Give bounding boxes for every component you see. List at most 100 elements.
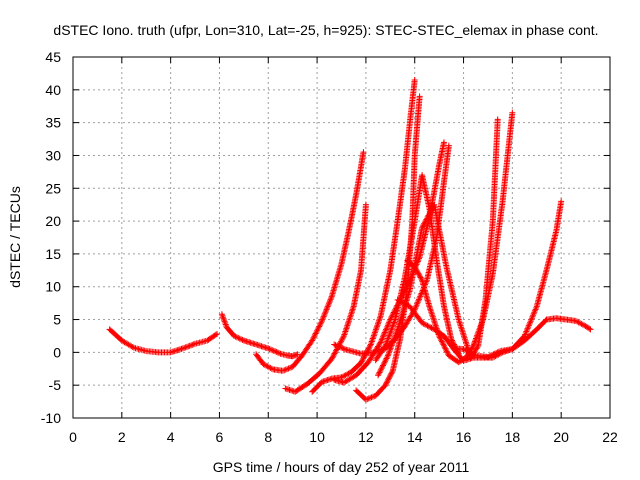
data-point-run [240,337,258,347]
data-point-run [563,316,578,324]
data-point [558,198,565,205]
y-tick-label: 15 [45,246,61,262]
data-point-run [384,327,401,359]
data-point-run [343,346,363,357]
data-point [509,109,516,116]
series-13 [450,315,594,360]
data-point-run [282,385,297,395]
data-point-run [179,341,197,352]
y-tick-label: 0 [53,344,61,360]
data-point-run [338,369,353,381]
y-tick-label: 10 [45,279,61,295]
grid-lines [73,57,610,418]
data-point-run [345,193,359,234]
x-tick-label: 12 [358,429,374,445]
data-point-run [431,326,446,339]
data-point-run [553,315,568,323]
data-point-run [289,353,305,370]
data-point-run [292,381,310,395]
series-5 [309,76,418,395]
data-point-run [309,319,325,344]
data-point [441,139,448,146]
data-point-run [509,338,527,353]
data-point-run [328,262,345,300]
data-point [294,351,301,358]
data-point-run [404,257,417,270]
data-points [106,76,594,403]
data-point-run [553,200,564,234]
x-tick-label: 0 [69,429,77,445]
data-point-run [533,317,549,333]
data-point-run [143,348,160,356]
data-point-run [489,200,506,277]
y-tick-label: 25 [45,180,61,196]
data-point-run [382,318,398,349]
data-point [587,326,594,333]
y-tick-label: 45 [45,49,61,65]
data-point-run [416,216,432,261]
data-point-run [441,303,454,341]
data-point-run [299,338,315,358]
data-point-run [406,303,425,325]
data-point-run [358,203,369,274]
data-point-run [279,364,295,374]
y-tick-label: 20 [45,213,61,229]
x-tick-label: 22 [602,429,618,445]
x-tick-label: 10 [309,429,325,445]
data-point-run [443,264,462,321]
x-tick-label: 20 [553,429,569,445]
data-point-run [436,333,452,358]
data-point-run [253,341,270,351]
x-tick-label: 6 [216,429,224,445]
x-tick-label: 8 [264,429,272,445]
data-point [411,76,418,83]
data-point-run [319,295,335,324]
data-point-run [394,296,412,309]
y-tick-label: 40 [45,82,61,98]
data-point-run [375,354,391,379]
data-point-run [411,94,423,159]
x-tick-label: 4 [167,429,175,445]
data-point-run [118,337,136,350]
data-point-run [470,318,486,349]
data-point-run [348,360,363,376]
data-point-run [411,264,425,282]
x-axis-ticks: 0 2 4 6 8 10 12 14 16 18 20 22 [69,57,618,445]
data-point-run [387,219,401,274]
y-tick-label: 30 [45,147,61,163]
data-point-run [402,219,418,280]
data-point-run [419,319,436,332]
data-point-run [582,323,593,332]
data-point-run [394,167,408,225]
x-tick-label: 14 [407,429,423,445]
data-point [445,142,452,149]
data-point-run [353,360,371,379]
series-3 [253,149,367,374]
data-point-run [521,304,540,339]
data-point-run [218,311,230,329]
data-point [214,330,221,337]
y-tick-label: -10 [41,410,61,426]
data-point-run [367,314,383,348]
data-point-run [253,351,266,366]
y-tick-label: 35 [45,115,61,131]
data-point-run [460,346,478,358]
series-1 [106,326,221,356]
data-point-run [431,201,450,269]
data-point-run [521,327,539,344]
data-point-run [309,380,324,395]
data-point-run [433,257,447,308]
series-9 [372,172,462,364]
x-tick-label: 16 [456,429,472,445]
plot-border [72,56,611,419]
data-point-run [485,348,502,360]
data-point-run [419,277,432,308]
data-point-run [260,361,275,372]
data-point-run [223,324,237,338]
y-axis-ticks: -10 -5 0 5 10 15 20 25 30 35 40 45 [41,49,610,426]
data-point-run [572,317,588,329]
data-point-run [338,229,352,267]
data-point-run [533,268,550,310]
data-point-run [265,345,283,357]
